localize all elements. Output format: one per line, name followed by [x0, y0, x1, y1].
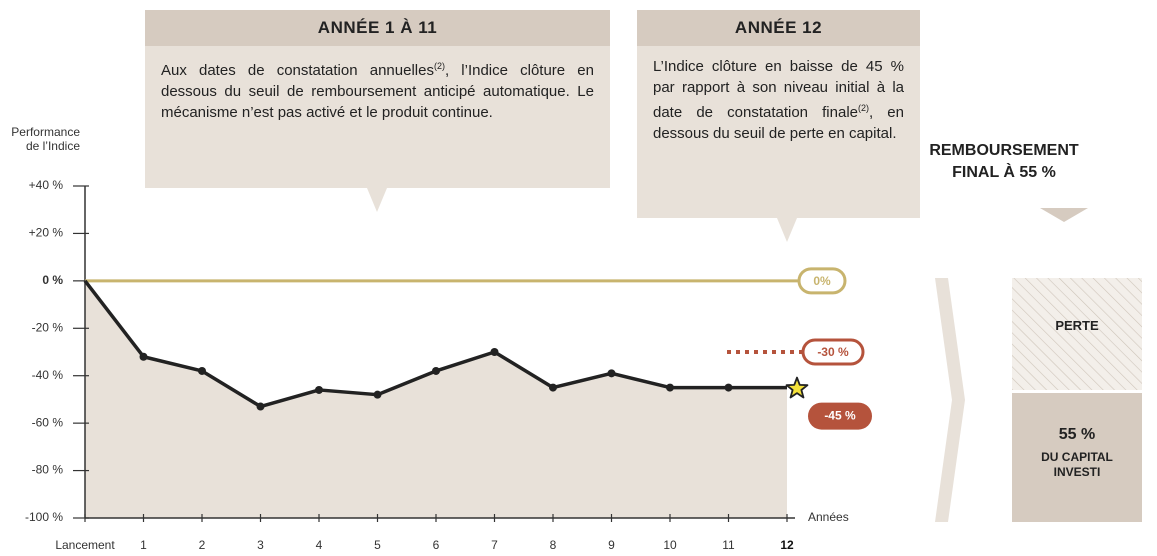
footnote: (2) [433, 61, 445, 71]
point [256, 402, 265, 411]
point [373, 390, 382, 399]
point [724, 383, 733, 392]
y-tick-label: -20 % [32, 320, 64, 334]
x-tick-label: 6 [433, 538, 440, 552]
x-tick-label: 7 [491, 538, 498, 552]
point [549, 383, 557, 392]
x-tick-label: Lancement [55, 538, 115, 552]
chevron [935, 278, 965, 522]
x-tick-label: 5 [374, 538, 381, 552]
y-axis-label: Performance de l’Indice [11, 125, 80, 153]
footnote: (2) [858, 103, 870, 113]
threshold-pill [797, 267, 847, 295]
loss-label: PERTE [1055, 318, 1099, 333]
capital-value: 55 % [1058, 426, 1096, 443]
y-tick-label: +40 % [29, 178, 64, 192]
point [198, 366, 206, 375]
x-axis-label: Années [808, 510, 849, 524]
x-tick-label: 1 [140, 538, 147, 552]
value-label: -45 % [824, 409, 856, 423]
x-tick-label: 12 [780, 538, 794, 552]
star-marker [785, 376, 809, 399]
x-tick-label: 2 [199, 538, 206, 552]
point [607, 369, 616, 378]
x-tick-label: 10 [663, 538, 677, 552]
x-tick-label: 3 [257, 538, 264, 552]
callout-title: ANNÉE 12 [637, 10, 920, 46]
text: , l’Indice clôture en dessous du seuil d… [161, 62, 594, 121]
point [490, 348, 499, 356]
threshold-label: 0% [813, 274, 831, 288]
callout: ANNÉE 1 À 11 Aux dates de constatation a… [145, 10, 610, 188]
text: Aux dates de constatation annuelles [161, 62, 434, 79]
callout-pointer [367, 188, 387, 212]
x-tick-label: 9 [608, 538, 615, 552]
text: , en dessous du seuil de perte en capita… [653, 104, 904, 142]
y-tick-label: -100 % [25, 510, 63, 524]
text: L’Indice clôture en baisse de 45 % par r… [653, 58, 904, 121]
value-pill [808, 402, 872, 430]
threshold-pill [801, 338, 865, 366]
y-tick-label: -60 % [32, 415, 64, 429]
point [432, 366, 440, 375]
area [85, 280, 787, 518]
callout-pointer [777, 218, 797, 242]
y-tick-label: +20 % [29, 226, 64, 240]
y-tick-label: -40 % [32, 368, 64, 382]
loss-block [1012, 278, 1142, 390]
point [666, 383, 674, 392]
down-arrow [1040, 208, 1088, 222]
capital-block [1012, 393, 1142, 522]
x-tick-label: 8 [550, 538, 557, 552]
capital-label: DU CAPITAL INVESTI [1041, 450, 1113, 479]
callout-text: L’Indice clôture en baisse de 45 % par r… [637, 46, 920, 154]
callout-title: ANNÉE 1 À 11 [145, 10, 610, 46]
y-tick-label: -80 % [32, 463, 64, 477]
point [139, 352, 148, 361]
final-title: REMBOURSEMENT FINAL À 55 % [929, 142, 1079, 181]
callout-text: Aux dates de constatation annuelles(2), … [145, 46, 610, 133]
threshold-label: -30 % [817, 345, 849, 359]
point [315, 385, 323, 394]
callout: ANNÉE 12 L’Indice clôture en baisse de 4… [637, 10, 920, 218]
y-tick-label: 0 % [42, 273, 63, 287]
x-tick-label: 4 [316, 538, 323, 552]
x-tick-label: 11 [722, 538, 735, 552]
